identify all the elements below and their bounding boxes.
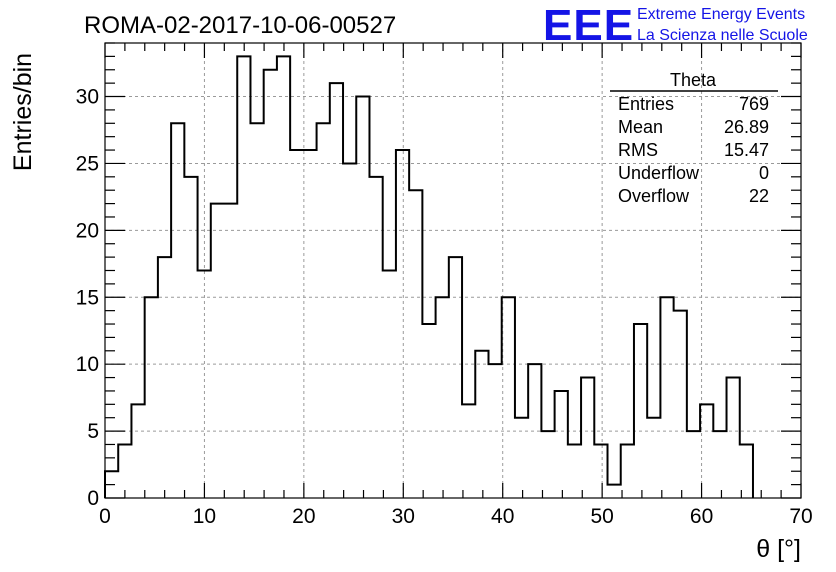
logo-line-2: La Scienza nelle Scuole: [637, 27, 808, 44]
x-tick-label: 60: [690, 505, 713, 528]
x-tick-label: 30: [392, 505, 415, 528]
y-axis-title: Entries/bin: [9, 53, 37, 171]
x-tick-label: 10: [193, 505, 216, 528]
x-tick-label: 20: [292, 505, 315, 528]
y-tick-label: 25: [76, 152, 99, 175]
stats-row-label: Overflow: [618, 186, 690, 206]
eee-logo: EEE Extreme Energy Events La Scienza nel…: [543, 1, 808, 50]
y-tick-label: 15: [76, 286, 99, 309]
stats-box: Theta Entries 769 Mean 26.89 RMS 15.47 Underfl…: [610, 70, 778, 206]
stats-row-value: 22: [749, 186, 769, 206]
y-tick-label: 30: [76, 86, 99, 109]
stats-row-value: 769: [739, 94, 769, 114]
stats-row-value: 26.89: [724, 117, 769, 137]
stats-row-value: 0: [759, 163, 769, 183]
logo-letters: EEE: [543, 1, 634, 50]
stats-row-label: Underflow: [618, 163, 700, 183]
x-tick-label: 50: [590, 505, 613, 528]
histogram-outline: [104, 55, 754, 498]
y-tick-label: 10: [76, 353, 99, 376]
logo-line-1: Extreme Energy Events: [637, 6, 805, 23]
grid: [105, 43, 801, 498]
x-tick-labels: 0 10 20 30 40 50 60 70: [99, 505, 813, 528]
x-axis-title: θ [°]: [756, 535, 801, 563]
stats-row-label: Entries: [618, 94, 674, 114]
stats-row-value: 15.47: [724, 140, 769, 160]
stats-row-label: RMS: [618, 140, 658, 160]
y-tick-label: 0: [87, 487, 99, 510]
stats-title: Theta: [670, 70, 717, 90]
axis-ticks: [104, 42, 802, 499]
run-title: ROMA-02-2017-10-06-00527: [84, 12, 396, 39]
y-tick-labels: 0 5 10 15 20 25 30: [76, 86, 99, 510]
y-tick-label: 5: [87, 420, 99, 443]
x-tick-label: 0: [99, 505, 111, 528]
y-tick-label: 20: [76, 219, 99, 242]
x-tick-label: 70: [789, 505, 812, 528]
x-tick-label: 40: [491, 505, 514, 528]
stats-row-label: Mean: [618, 117, 663, 137]
